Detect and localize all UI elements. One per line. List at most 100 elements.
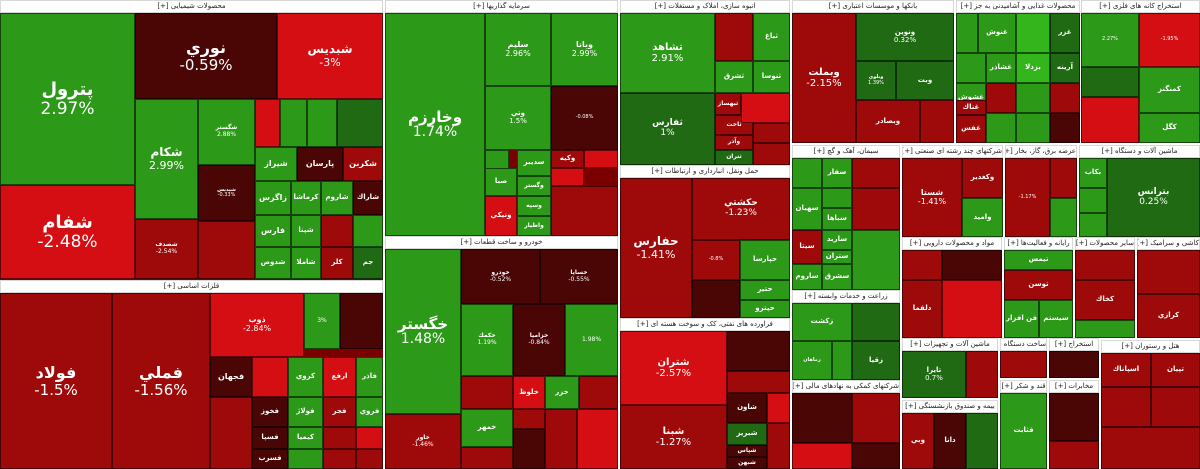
- stock-tile[interactable]: توسن: [1004, 270, 1073, 300]
- stock-tile[interactable]: بكاب: [1079, 158, 1107, 188]
- stock-tile[interactable]: وبت: [896, 61, 954, 100]
- sector-title[interactable]: استخراج کانه های فلزی [+]: [1081, 0, 1200, 13]
- stock-tile[interactable]: كخاك: [1075, 280, 1135, 320]
- stock-tile[interactable]: [956, 13, 978, 53]
- stock-tile[interactable]: خگستر 1.48%: [385, 249, 461, 414]
- stock-tile[interactable]: فارس: [255, 215, 291, 247]
- stock-tile[interactable]: [1081, 97, 1139, 143]
- stock-tile[interactable]: سليم 2.96%: [485, 13, 551, 86]
- sector-title[interactable]: مواد و محصولات دارویی [+]: [902, 237, 1002, 250]
- stock-tile[interactable]: وكيه: [551, 150, 584, 168]
- stock-tile[interactable]: شپاس: [727, 445, 767, 457]
- stock-tile[interactable]: شبديس -3%: [277, 13, 383, 99]
- stock-tile[interactable]: [956, 53, 986, 83]
- stock-tile[interactable]: واطيار: [517, 216, 551, 236]
- stock-tile[interactable]: وخارزم 1.74%: [385, 13, 485, 236]
- stock-tile[interactable]: فملي -1.56%: [112, 293, 210, 469]
- sector-title[interactable]: سیمان، آهک و گچ [+]: [792, 145, 900, 158]
- stock-tile[interactable]: شاون: [727, 393, 767, 423]
- stock-tile[interactable]: ونيكي: [485, 196, 517, 236]
- stock-tile[interactable]: [1079, 188, 1107, 213]
- stock-tile[interactable]: [942, 280, 1002, 338]
- stock-tile[interactable]: بزدلا: [1016, 53, 1050, 83]
- stock-tile[interactable]: [852, 393, 900, 443]
- stock-tile[interactable]: [461, 447, 513, 469]
- stock-tile[interactable]: اسپاناك: [1101, 353, 1151, 387]
- stock-tile[interactable]: واميد: [962, 198, 1003, 237]
- stock-tile[interactable]: [753, 123, 790, 143]
- stock-tile[interactable]: پترول 2.97%: [0, 13, 135, 185]
- stock-tile[interactable]: -0.8%: [692, 240, 740, 280]
- sector-title[interactable]: انبوه سازی، املاک و مستغلات [+]: [620, 0, 790, 13]
- stock-tile[interactable]: ثتران: [715, 150, 753, 165]
- stock-tile[interactable]: جم: [353, 247, 383, 279]
- stock-tile[interactable]: فولاژ: [288, 397, 323, 427]
- stock-tile[interactable]: ساربد: [822, 230, 852, 250]
- stock-tile[interactable]: سيتا: [792, 230, 822, 264]
- stock-tile[interactable]: سديبر: [517, 150, 551, 176]
- stock-tile[interactable]: [1050, 113, 1080, 143]
- stock-tile[interactable]: كرازي: [1137, 294, 1200, 338]
- stock-tile[interactable]: [1151, 387, 1200, 427]
- stock-tile[interactable]: [1016, 13, 1050, 53]
- stock-tile[interactable]: [715, 13, 753, 61]
- sector-title[interactable]: بیمه و صندوق بازنشستگی [+]: [902, 400, 998, 413]
- stock-tile[interactable]: آرينه: [1050, 53, 1080, 83]
- stock-tile[interactable]: [1049, 441, 1099, 469]
- stock-tile[interactable]: [792, 393, 852, 443]
- stock-tile[interactable]: -0.08%: [551, 86, 618, 150]
- stock-tile[interactable]: حتير: [740, 280, 790, 300]
- stock-tile[interactable]: سفار: [822, 158, 852, 188]
- stock-tile[interactable]: ثفارس 1%: [620, 93, 715, 165]
- stock-tile[interactable]: وتي 1.5%: [485, 86, 551, 150]
- stock-tile[interactable]: [1101, 427, 1200, 469]
- stock-tile[interactable]: خودرو -0.52%: [461, 249, 540, 304]
- stock-tile[interactable]: خلوظ: [513, 376, 545, 409]
- stock-tile[interactable]: زماهان: [792, 341, 832, 380]
- stock-tile[interactable]: شكربن: [343, 147, 383, 181]
- stock-tile[interactable]: نوري -0.59%: [135, 13, 277, 99]
- stock-tile[interactable]: [753, 143, 790, 165]
- stock-tile[interactable]: [551, 186, 618, 236]
- stock-tile[interactable]: [1050, 83, 1080, 113]
- stock-tile[interactable]: وبلوي 1.39%: [856, 61, 896, 100]
- stock-tile[interactable]: فروي: [356, 397, 383, 427]
- stock-tile[interactable]: خزر: [545, 376, 579, 409]
- stock-tile[interactable]: [852, 230, 900, 290]
- stock-tile[interactable]: [727, 371, 790, 393]
- stock-tile[interactable]: 2.27%: [1081, 13, 1139, 67]
- stock-tile[interactable]: زكشت: [792, 303, 852, 341]
- stock-tile[interactable]: [852, 158, 900, 188]
- stock-tile[interactable]: شتران -2.57%: [620, 331, 727, 405]
- sector-title[interactable]: شرکتهای کمکی به نهادهای مالی [+]: [792, 380, 900, 393]
- stock-tile[interactable]: شكام 2.99%: [135, 99, 198, 219]
- stock-tile[interactable]: كگل: [1139, 113, 1200, 143]
- stock-tile[interactable]: [461, 376, 513, 409]
- sector-title[interactable]: محصولات غذایی و آشامیدنی به جز [+]: [956, 0, 1080, 13]
- stock-tile[interactable]: [1050, 198, 1077, 237]
- stock-tile[interactable]: شگستر 2.88%: [198, 99, 255, 165]
- sector-title[interactable]: سایر محصولات [+]: [1075, 237, 1135, 250]
- stock-tile[interactable]: [727, 331, 790, 371]
- stock-tile[interactable]: [832, 341, 852, 380]
- stock-tile[interactable]: غشاذر: [986, 53, 1016, 83]
- sector-title[interactable]: هتل و رستوران [+]: [1101, 340, 1200, 353]
- sector-title[interactable]: بانکها و موسسات اعتباری [+]: [792, 0, 954, 13]
- stock-tile[interactable]: سشرق: [822, 264, 852, 290]
- stock-tile[interactable]: [584, 150, 618, 168]
- stock-tile[interactable]: خساپا -0.55%: [540, 249, 618, 304]
- stock-tile[interactable]: كرماشا: [291, 181, 321, 215]
- stock-tile[interactable]: [767, 423, 790, 469]
- stock-tile[interactable]: ثشرق: [715, 61, 753, 93]
- stock-tile[interactable]: فسپا: [252, 427, 288, 449]
- stock-tile[interactable]: 1.98%: [565, 304, 618, 376]
- stock-tile[interactable]: فخوز: [252, 397, 288, 427]
- sector-title[interactable]: سرمایه گذاریها [+]: [385, 0, 618, 13]
- stock-tile[interactable]: [852, 443, 900, 469]
- stock-tile[interactable]: [852, 188, 900, 230]
- stock-tile[interactable]: [288, 449, 323, 469]
- stock-tile[interactable]: وسپه: [517, 196, 551, 216]
- stock-tile[interactable]: [323, 427, 356, 449]
- stock-tile[interactable]: وكغدير: [962, 158, 1003, 198]
- stock-tile[interactable]: وبملت -2.15%: [792, 13, 856, 143]
